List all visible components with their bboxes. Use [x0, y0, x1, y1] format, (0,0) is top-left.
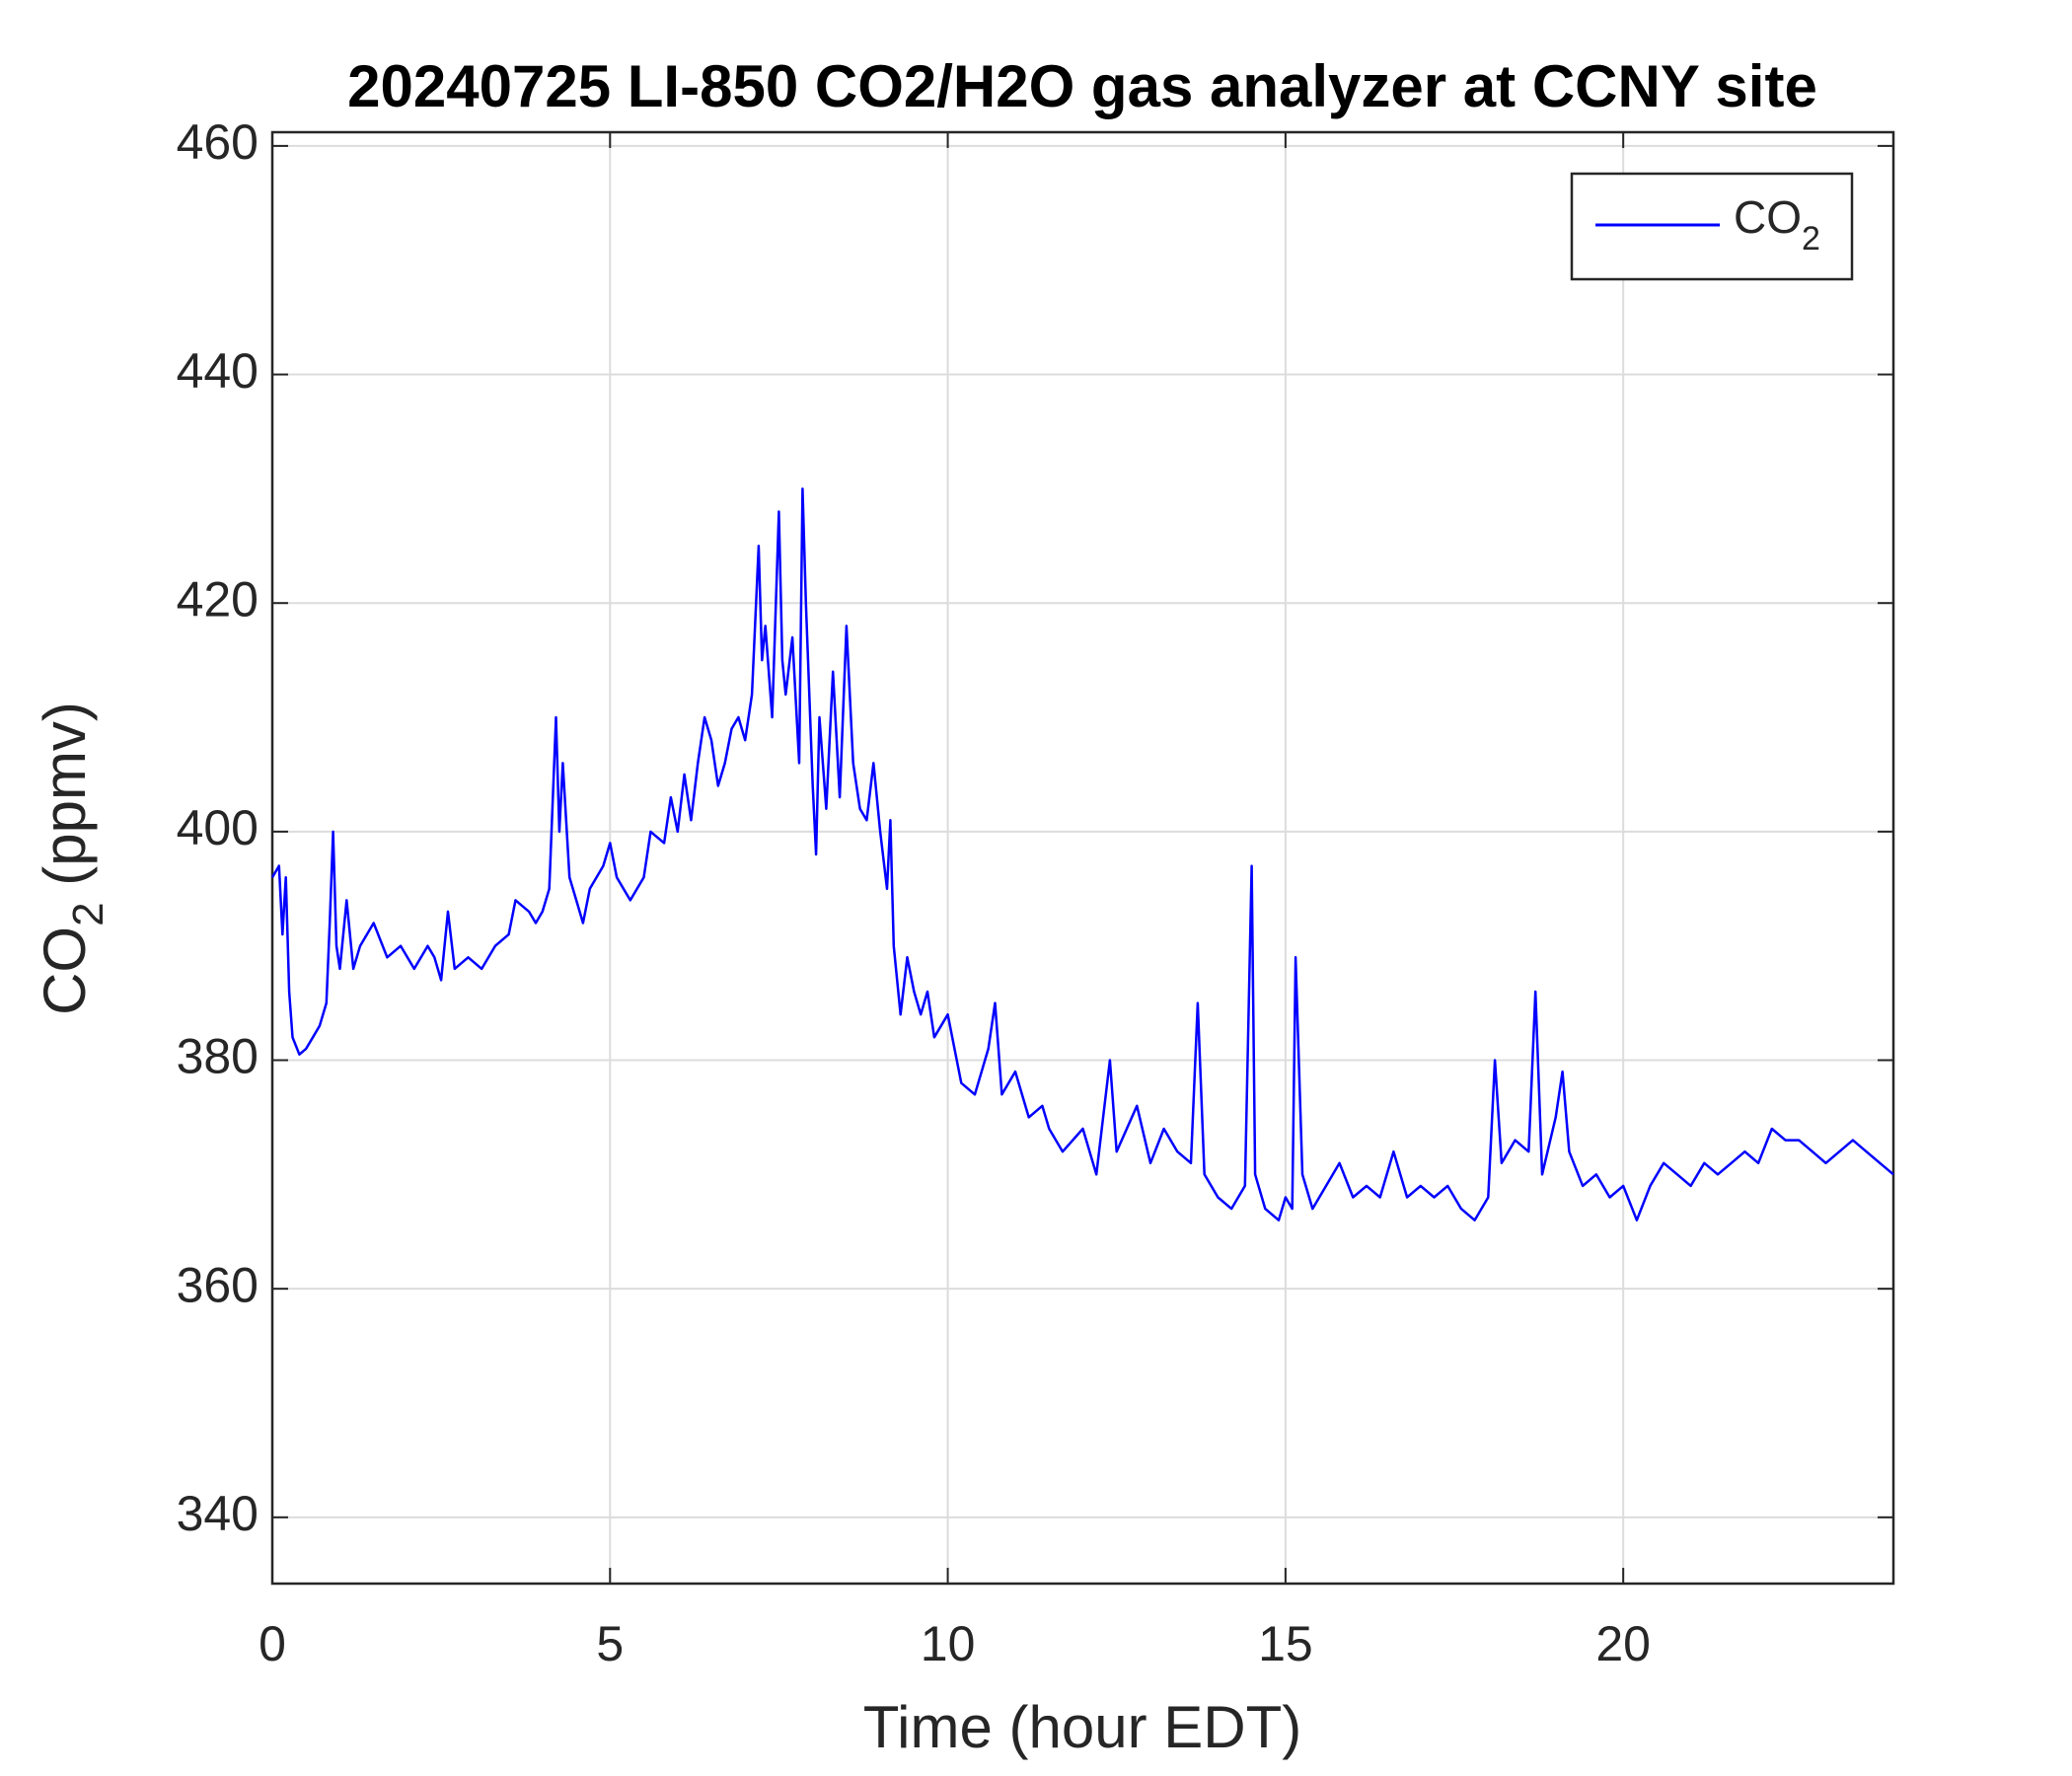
y-axis-label: CO2 (ppmv) — [32, 702, 112, 1015]
x-tick-label: 15 — [1258, 1616, 1313, 1671]
legend-sub: 2 — [1802, 220, 1820, 258]
x-tick-label: 20 — [1595, 1616, 1651, 1671]
y-tick-label: 380 — [177, 1029, 259, 1084]
x-axis-label: Time (hour EDT) — [863, 1694, 1302, 1760]
y-label-sub: 2 — [64, 902, 112, 925]
data-line — [270, 487, 1894, 1221]
y-tick-label: 440 — [177, 343, 259, 399]
x-tick-label: 5 — [596, 1616, 624, 1671]
plot-frame — [270, 130, 1895, 1586]
y-tick-label: 360 — [177, 1257, 259, 1312]
y-tick-label: 400 — [177, 800, 259, 855]
y-label-part: CO — [32, 926, 98, 1015]
y-tick-label: 420 — [177, 571, 259, 627]
y-tick-label: 340 — [177, 1486, 259, 1541]
y-label-part: (ppmv) — [32, 702, 98, 902]
x-tick-label: 0 — [259, 1616, 286, 1671]
y-tick-label: 460 — [177, 114, 259, 170]
legend: CO2 — [1570, 172, 1854, 281]
legend-text: CO — [1734, 191, 1802, 243]
x-tick-label: 10 — [921, 1616, 976, 1671]
chart-title: 20240725 LI-850 CO2/H2O gas analyzer at … — [347, 53, 1817, 119]
legend-label: CO2 — [1734, 191, 1820, 258]
